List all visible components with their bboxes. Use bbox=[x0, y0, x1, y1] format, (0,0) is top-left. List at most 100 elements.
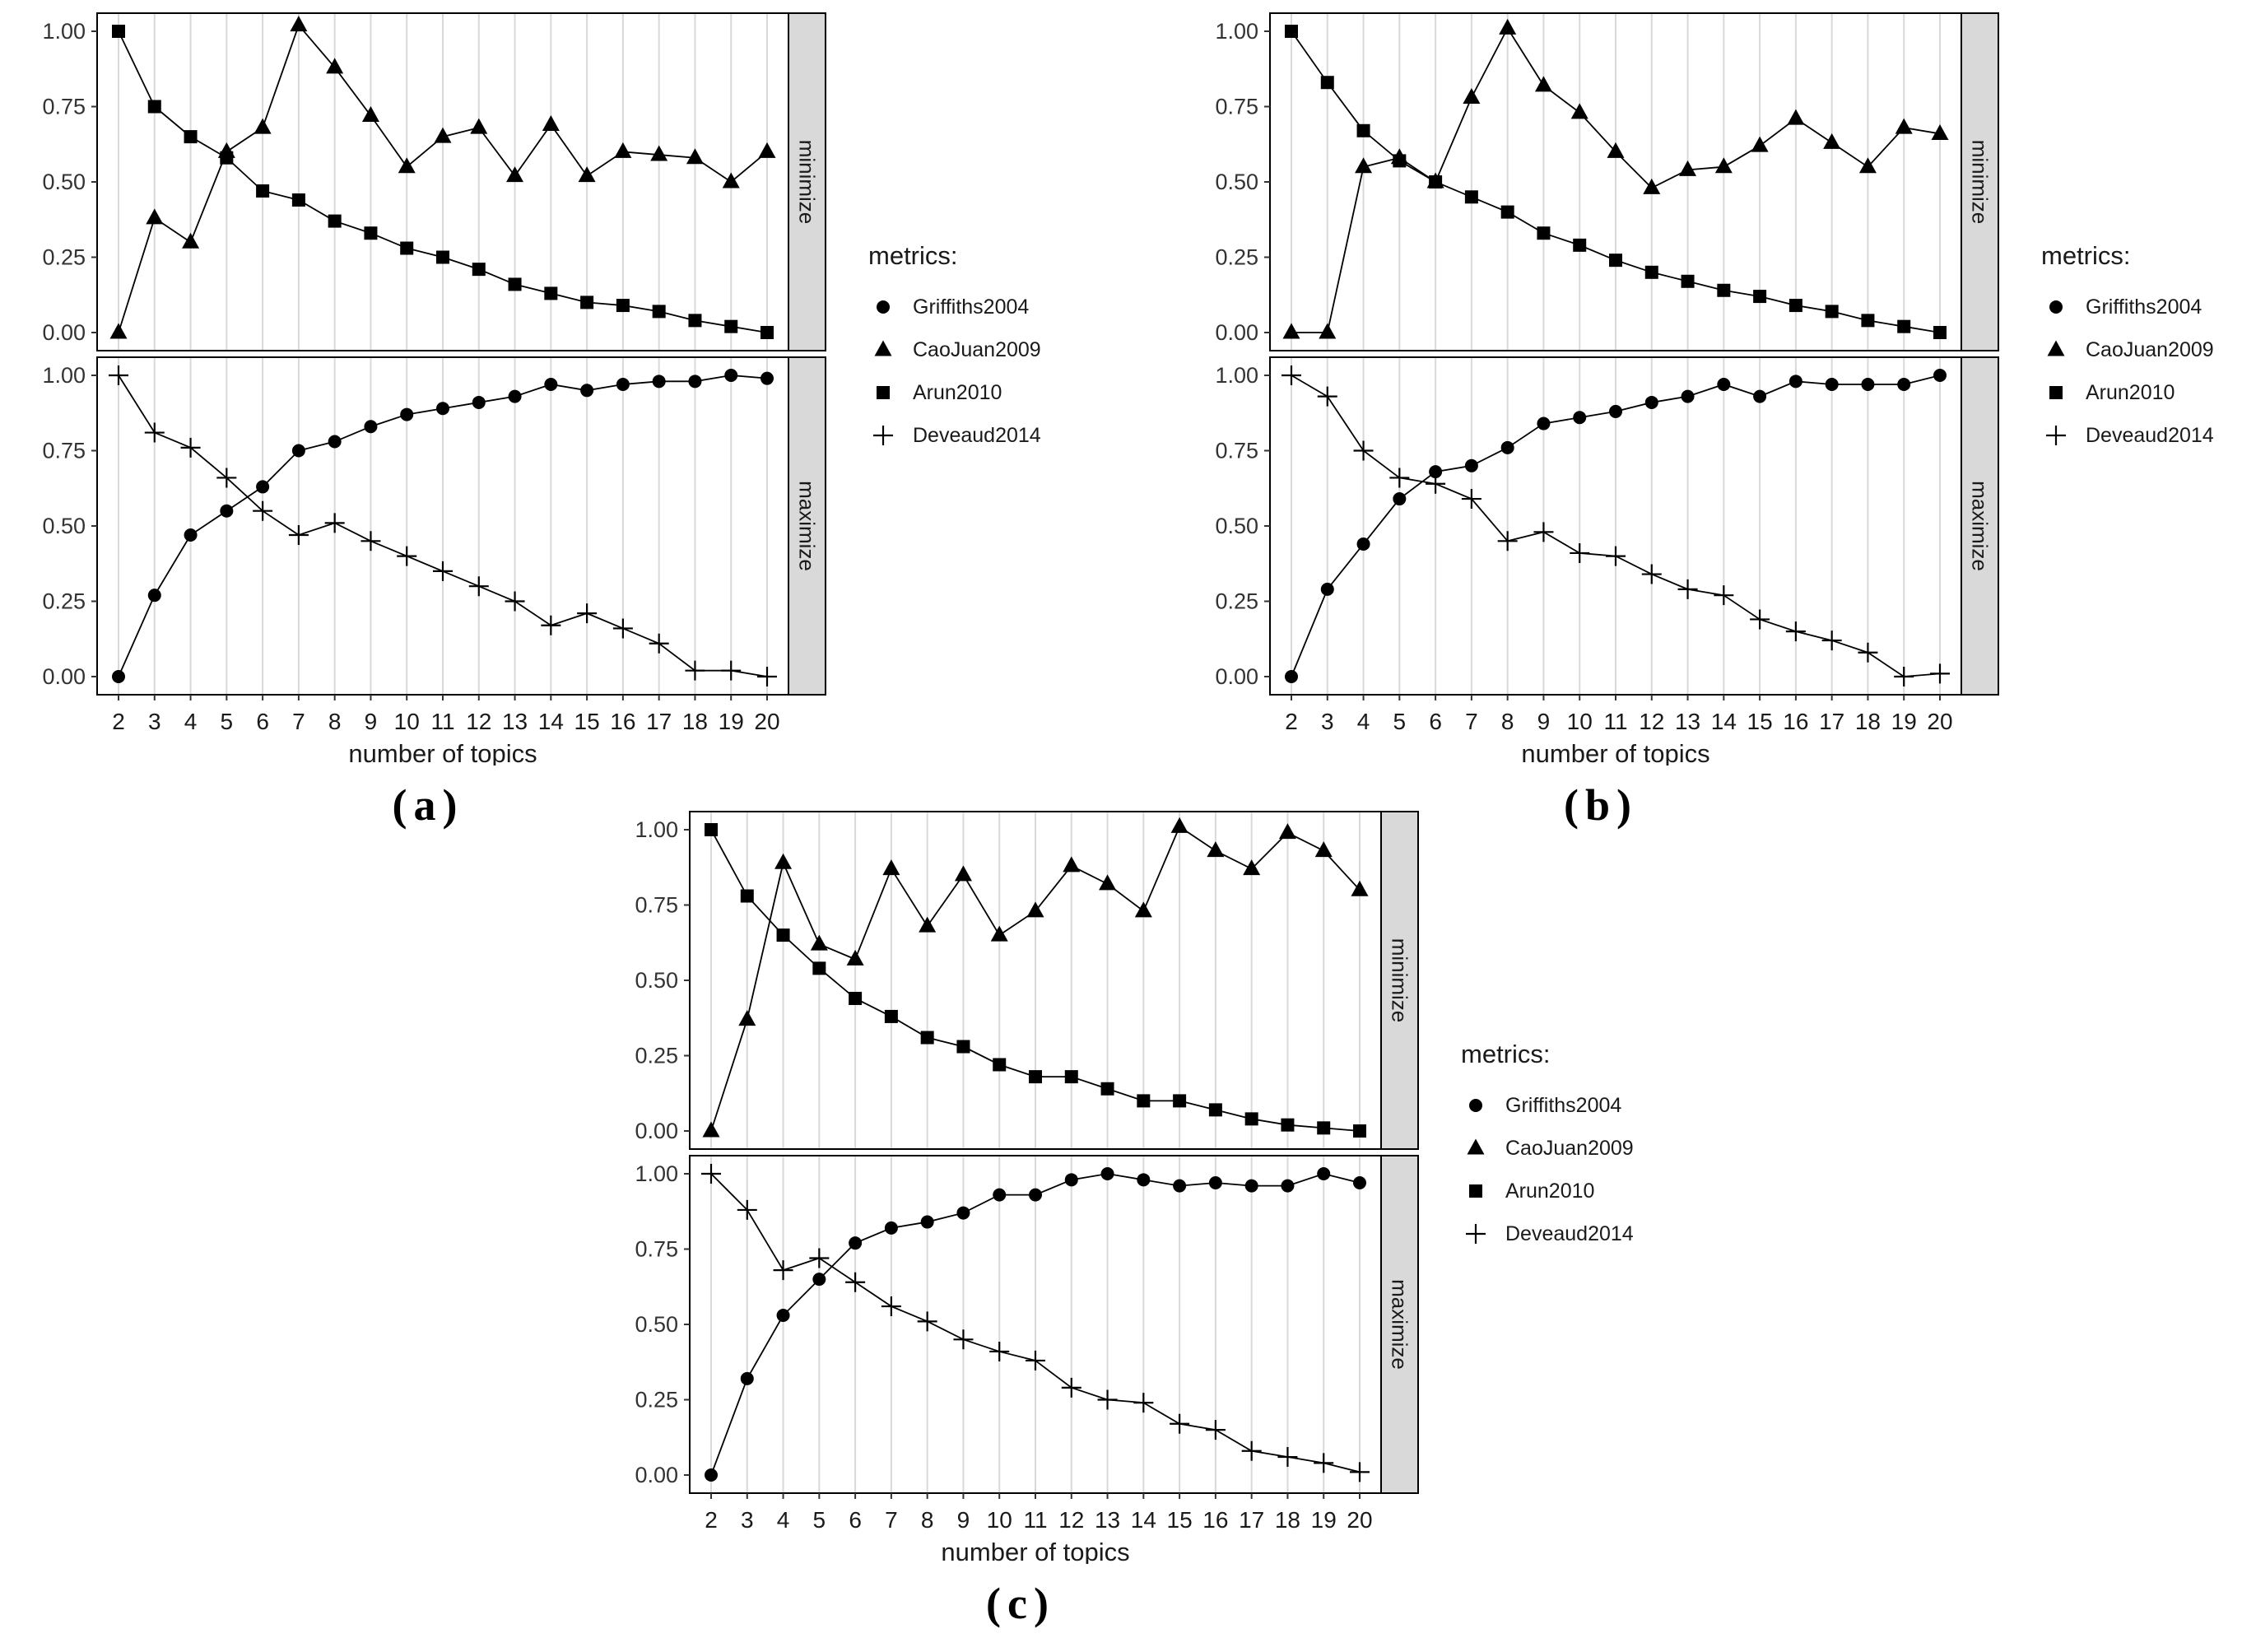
x-tick-label: 12 bbox=[1639, 709, 1664, 734]
data-point-CaoJuan2009 bbox=[1026, 901, 1044, 918]
x-tick-label: 16 bbox=[1783, 709, 1808, 734]
legend-item-Arun2010: Arun2010 bbox=[1461, 1176, 1634, 1206]
strip-label: minimize bbox=[1968, 140, 1993, 225]
y-tick-label: 1.00 bbox=[635, 817, 678, 842]
data-point-Griffiths2004 bbox=[1356, 537, 1370, 551]
facet-minimize: minimize 0.00 0.25 0.50 0.75 1.00 bbox=[1215, 12, 1999, 351]
square-marker-glyph bbox=[2049, 386, 2063, 399]
y-tick-label: 0.50 bbox=[635, 1312, 678, 1337]
facet-minimize: minimize 0.00 0.25 0.50 0.75 1.00 bbox=[42, 12, 826, 351]
x-tick-label: 19 bbox=[1891, 709, 1917, 734]
data-point-Arun2010 bbox=[184, 130, 198, 144]
data-point-Arun2010 bbox=[1825, 305, 1839, 319]
legend-item-label: Griffiths2004 bbox=[913, 295, 1030, 319]
strip-label: minimize bbox=[1388, 938, 1412, 1023]
data-point-Griffiths2004 bbox=[1137, 1173, 1151, 1187]
facet-strip bbox=[1380, 811, 1419, 1150]
data-point-Deveaud2014 bbox=[989, 1341, 1010, 1361]
data-point-Arun2010 bbox=[147, 100, 161, 114]
triangle-marker-glyph bbox=[2047, 340, 2065, 356]
data-point-Deveaud2014 bbox=[1426, 473, 1446, 494]
data-point-Arun2010 bbox=[328, 214, 342, 228]
legend-item-label: Arun2010 bbox=[913, 380, 1002, 404]
data-point-CaoJuan2009 bbox=[1895, 118, 1913, 134]
x-tick-label: 7 bbox=[1465, 709, 1478, 734]
data-point-CaoJuan2009 bbox=[1751, 136, 1769, 152]
data-point-Griffiths2004 bbox=[1609, 404, 1622, 418]
legend-item-Deveaud2014: Deveaud2014 bbox=[868, 421, 1041, 450]
y-tick-label: 0.50 bbox=[1215, 514, 1258, 538]
data-point-Arun2010 bbox=[1933, 326, 1947, 339]
y-tick-label: 0.75 bbox=[1215, 95, 1258, 119]
data-point-Deveaud2014 bbox=[541, 615, 561, 635]
data-point-CaoJuan2009 bbox=[919, 916, 937, 933]
facet-strip bbox=[1380, 1155, 1419, 1494]
square-marker-icon bbox=[2049, 386, 2063, 399]
data-point-Arun2010 bbox=[400, 241, 414, 255]
data-point-Griffiths2004 bbox=[740, 1371, 754, 1385]
legend-item-label: CaoJuan2009 bbox=[2086, 337, 2214, 361]
x-axis: 2 3 4 5 6 7 8 9 10 11 12 13 14 15 16 17 18 19 20 number of … bbox=[112, 695, 780, 768]
data-point-Deveaud2014 bbox=[773, 1260, 793, 1281]
y-tick-label: 0.50 bbox=[42, 514, 86, 538]
data-point-CaoJuan2009 bbox=[1355, 157, 1373, 174]
data-point-Arun2010 bbox=[1644, 265, 1658, 279]
data-point-Arun2010 bbox=[1281, 1118, 1295, 1132]
data-point-Deveaud2014 bbox=[721, 660, 742, 681]
data-point-Deveaud2014 bbox=[1389, 468, 1410, 488]
data-point-Arun2010 bbox=[776, 928, 790, 942]
x-tick-label: 19 bbox=[719, 709, 744, 734]
x-tick-label: 10 bbox=[987, 1507, 1012, 1533]
data-point-Deveaud2014 bbox=[1170, 1413, 1190, 1434]
data-point-Griffiths2004 bbox=[1064, 1173, 1078, 1187]
data-point-Arun2010 bbox=[256, 184, 270, 198]
circle-marker-icon bbox=[2049, 300, 2063, 314]
data-point-CaoJuan2009 bbox=[470, 118, 488, 134]
x-tick-label: 18 bbox=[682, 709, 708, 734]
data-point-Griffiths2004 bbox=[1644, 395, 1658, 409]
y-tick-label: 0.00 bbox=[635, 1119, 678, 1143]
data-point-Arun2010 bbox=[1244, 1112, 1258, 1126]
legend-item-Deveaud2014: Deveaud2014 bbox=[2041, 421, 2214, 450]
facet-strip bbox=[788, 356, 826, 696]
x-tick-label: 3 bbox=[1321, 709, 1334, 734]
data-point-Deveaud2014 bbox=[1314, 1453, 1334, 1473]
square-marker-glyph bbox=[877, 386, 890, 399]
chart-a: minimize 0.00 0.25 0.50 0.75 1.00 maximize 0.00… bbox=[25, 7, 831, 770]
data-point-CaoJuan2009 bbox=[578, 166, 596, 183]
legend-item-Arun2010: Arun2010 bbox=[868, 378, 1041, 407]
data-point-CaoJuan2009 bbox=[109, 323, 128, 339]
legend-item-Deveaud2014: Deveaud2014 bbox=[1461, 1219, 1634, 1249]
panel-c: minimize 0.00 0.25 0.50 0.75 1.00 maximize 0.00… bbox=[617, 805, 1770, 1629]
data-point-CaoJuan2009 bbox=[846, 949, 864, 966]
data-point-Arun2010 bbox=[112, 25, 125, 38]
data-point-Arun2010 bbox=[812, 961, 826, 975]
data-point-Griffiths2004 bbox=[112, 670, 125, 683]
data-point-Arun2010 bbox=[724, 319, 738, 333]
x-tick-label: 9 bbox=[365, 709, 378, 734]
data-point-Griffiths2004 bbox=[1753, 389, 1767, 403]
data-point-Arun2010 bbox=[1897, 319, 1911, 333]
x-tick-label: 7 bbox=[292, 709, 305, 734]
data-point-Griffiths2004 bbox=[364, 420, 378, 434]
data-point-Griffiths2004 bbox=[1320, 582, 1334, 596]
strip-label: minimize bbox=[795, 140, 820, 225]
data-point-Arun2010 bbox=[849, 991, 863, 1005]
data-point-Deveaud2014 bbox=[685, 660, 705, 681]
legend-item-label: Deveaud2014 bbox=[913, 423, 1041, 447]
data-point-Griffiths2004 bbox=[472, 395, 486, 409]
data-point-CaoJuan2009 bbox=[882, 859, 900, 876]
data-point-Griffiths2004 bbox=[1244, 1179, 1258, 1193]
data-point-Griffiths2004 bbox=[1464, 458, 1478, 472]
facet-strip bbox=[1961, 356, 1999, 696]
data-point-CaoJuan2009 bbox=[254, 118, 272, 134]
data-point-Griffiths2004 bbox=[508, 389, 522, 403]
facet-chart: minimize 0.00 0.25 0.50 0.75 1.00 maximize 0.00… bbox=[635, 811, 1419, 1566]
data-point-Deveaud2014 bbox=[1281, 365, 1301, 385]
data-point-Arun2010 bbox=[1393, 154, 1407, 168]
triangle-marker-icon bbox=[1467, 1138, 1485, 1155]
data-point-Griffiths2004 bbox=[1897, 377, 1911, 391]
data-point-Griffiths2004 bbox=[544, 377, 558, 391]
data-point-Griffiths2004 bbox=[1317, 1167, 1331, 1180]
panel-caption-a: (a) bbox=[392, 780, 464, 830]
